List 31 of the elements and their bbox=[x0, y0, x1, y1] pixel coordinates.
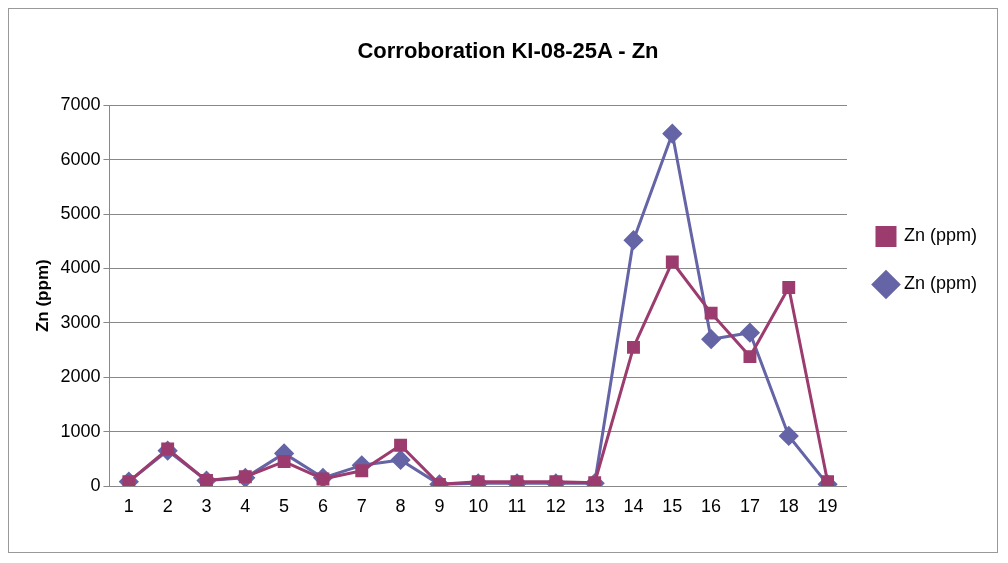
x-tick-label: 19 bbox=[817, 495, 838, 516]
x-tick-label: 14 bbox=[623, 495, 644, 516]
y-axis-title: Zn (ppm) bbox=[32, 259, 52, 333]
y-tick-label: 7000 bbox=[60, 94, 101, 115]
x-tick-label: 5 bbox=[279, 495, 290, 516]
x-tick-label: 6 bbox=[317, 495, 328, 516]
x-tick-label: 12 bbox=[545, 495, 566, 516]
x-tick-label: 17 bbox=[739, 495, 760, 516]
y-tick-label: 2000 bbox=[60, 366, 101, 387]
x-tick-label: 11 bbox=[507, 495, 527, 516]
x-tick-label: 15 bbox=[662, 495, 683, 516]
y-tick-label: 1000 bbox=[60, 420, 101, 441]
x-tick-label: 18 bbox=[778, 495, 799, 516]
y-tick-label: 4000 bbox=[60, 257, 101, 278]
chart-title: Corroboration KI-08-25A - Zn bbox=[357, 38, 659, 64]
x-tick-label: 7 bbox=[356, 495, 367, 516]
x-tick-label: 1 bbox=[123, 495, 134, 516]
y-tick-label: 0 bbox=[90, 474, 101, 495]
x-tick-label: 4 bbox=[240, 495, 251, 516]
y-tick-label: 6000 bbox=[60, 148, 101, 169]
x-tick-label: 9 bbox=[434, 495, 445, 516]
x-tick-label: 13 bbox=[584, 495, 605, 516]
x-tick-label: 3 bbox=[201, 495, 212, 516]
x-tick-label: 10 bbox=[468, 495, 489, 516]
x-tick-label: 8 bbox=[395, 495, 406, 516]
x-tick-label: 2 bbox=[162, 495, 173, 516]
y-tick-label: 5000 bbox=[60, 203, 101, 224]
legend-label: Zn (ppm) bbox=[903, 225, 977, 246]
y-tick-label: 3000 bbox=[60, 311, 101, 332]
x-tick-label: 16 bbox=[701, 495, 722, 516]
legend-label: Zn (ppm) bbox=[903, 273, 977, 294]
